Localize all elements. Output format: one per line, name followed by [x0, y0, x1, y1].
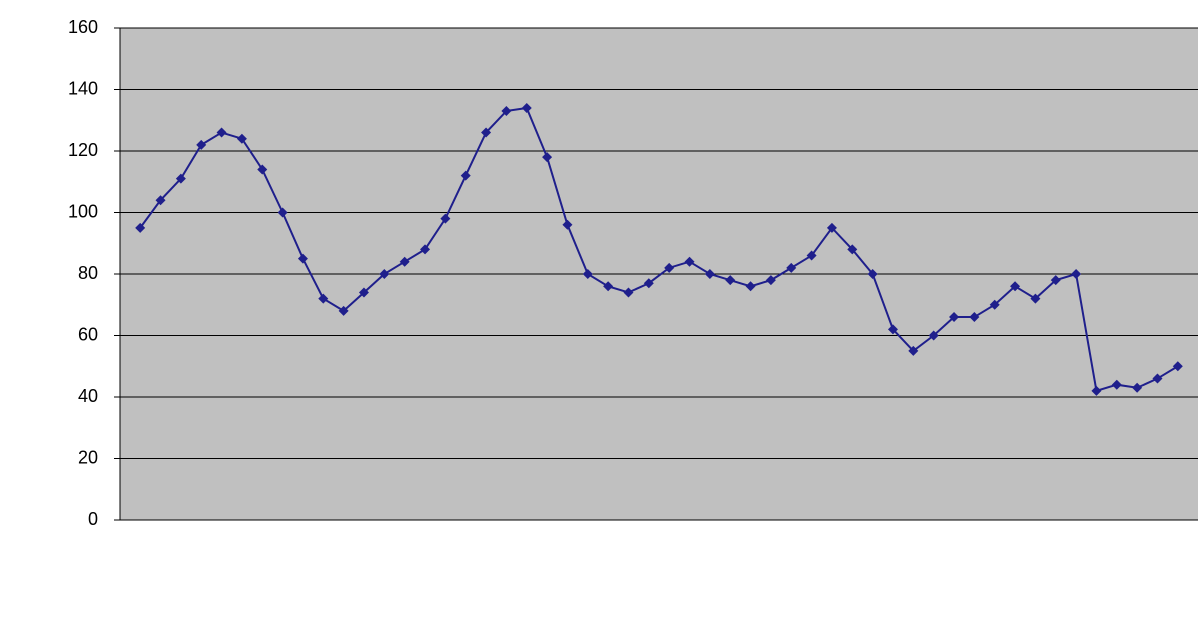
y-tick-label: 120 [68, 140, 98, 160]
y-tick-label: 60 [78, 324, 98, 344]
y-tick-label: 80 [78, 263, 98, 283]
y-tick-label: 20 [78, 447, 98, 467]
y-tick-label: 140 [68, 78, 98, 98]
y-tick-label: 0 [88, 509, 98, 529]
y-tick-label: 100 [68, 201, 98, 221]
y-tick-label: 160 [68, 17, 98, 37]
chart: 0 20 40 60 80 100 120 140 160 [0, 0, 1198, 636]
y-tick-label: 40 [78, 386, 98, 406]
